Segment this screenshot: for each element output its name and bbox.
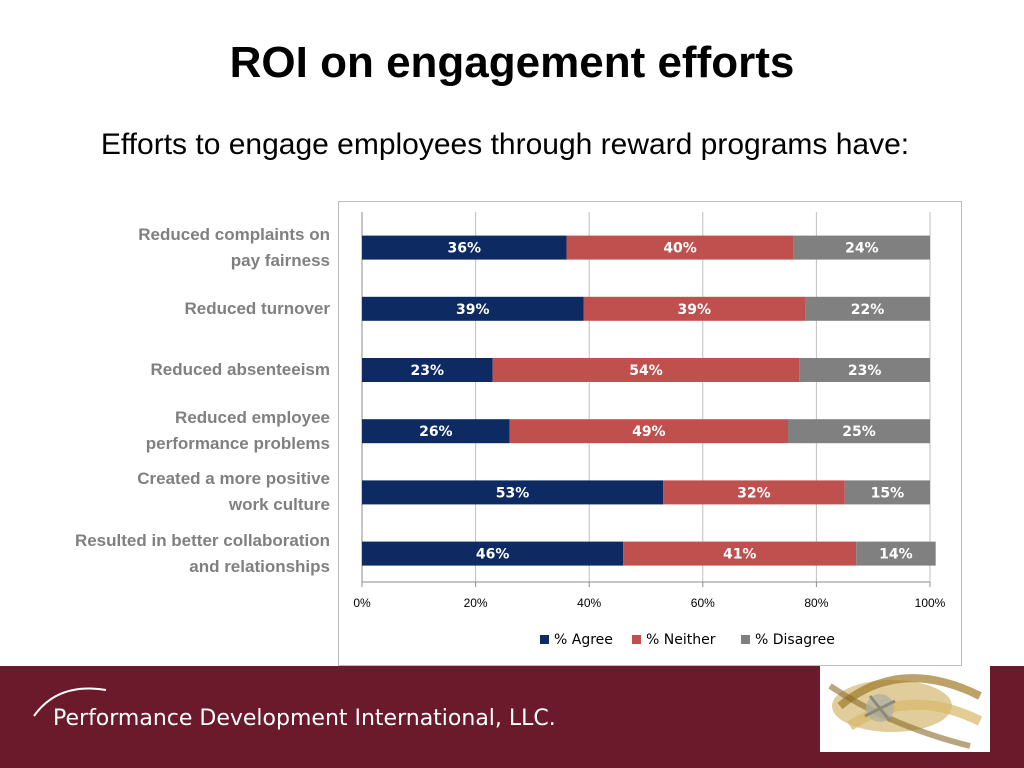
x-tick-label: 20%	[464, 596, 488, 610]
data-label: 14%	[879, 547, 913, 563]
slide-subtitle: Efforts to engage employees through rewa…	[100, 128, 910, 161]
x-tick-label: 40%	[577, 596, 601, 610]
bar-segment	[793, 235, 930, 260]
x-tick-label: 100%	[915, 596, 946, 610]
bar-segment	[362, 296, 584, 321]
legend-swatch	[741, 635, 750, 644]
category-label: Reduced complaints on pay fairness	[0, 222, 330, 274]
bar-segment	[844, 480, 930, 505]
bar-segment	[362, 541, 624, 566]
bar-segment	[362, 480, 664, 505]
x-tick-label: 80%	[804, 596, 828, 610]
bar-segment	[799, 358, 930, 382]
bar-segment	[788, 419, 930, 444]
stacked-bar-chart: 0% 20% 40% 60% 80% 100% 36% 40% 24% 39% 39% 22% 23% 5…	[353, 212, 946, 648]
legend-label: % Disagree	[755, 632, 835, 648]
category-label-line: Reduced turnover	[184, 298, 330, 318]
data-label: 23%	[411, 363, 445, 379]
bar-segment	[583, 296, 806, 321]
legend-swatch	[540, 635, 549, 644]
data-label: 53%	[496, 485, 530, 501]
bar-segment	[492, 358, 800, 382]
data-label: 46%	[476, 547, 510, 563]
bar-segment	[566, 235, 794, 260]
bar-segment	[362, 419, 510, 444]
category-label: Created a more positive work culture	[0, 466, 330, 518]
category-label-line: Reduced complaints on	[138, 224, 330, 244]
bar-segment	[509, 419, 788, 444]
data-label: 39%	[456, 302, 490, 318]
data-label: 15%	[871, 485, 905, 501]
category-label-line: pay fairness	[230, 250, 330, 270]
data-label: 32%	[737, 485, 771, 501]
company-emblem-image	[820, 666, 990, 752]
category-label: Reduced turnover	[0, 296, 330, 322]
category-label-line: Reduced absenteeism	[150, 360, 330, 379]
data-label: 40%	[663, 241, 697, 257]
chart-frame: 0% 20% 40% 60% 80% 100% 36% 40% 24% 39% 39% 22% 23% 5…	[338, 201, 962, 666]
bar-segment	[362, 235, 567, 260]
legend-swatch	[632, 635, 641, 644]
category-label-line: performance problems	[145, 434, 330, 454]
bar-segment	[856, 541, 936, 566]
data-label: 54%	[629, 363, 663, 379]
data-label: 36%	[447, 241, 481, 257]
category-label-line: Created a more positive	[137, 469, 330, 489]
bar-segment	[805, 296, 930, 321]
data-label: 26%	[419, 424, 453, 440]
data-label: 41%	[723, 547, 757, 563]
category-label: Resulted in better collaboration and rela…	[0, 528, 330, 580]
swoosh-logo-icon	[33, 687, 107, 717]
category-label-line: work culture	[228, 495, 330, 515]
bar-segment	[663, 480, 845, 505]
category-label: Reduced employee performance problems	[0, 405, 330, 457]
bar-segment	[623, 541, 857, 566]
x-tick-label: 0%	[353, 596, 371, 610]
category-label-line: Resulted in better collaboration	[74, 530, 330, 550]
data-label: 25%	[842, 424, 876, 440]
data-label: 39%	[678, 302, 712, 318]
company-name: Performance Development International, L…	[53, 706, 556, 731]
category-label: Reduced absenteeism	[0, 357, 330, 383]
footer-band: Performance Development International, L…	[0, 666, 1024, 768]
slide-title: ROI on engagement efforts	[229, 38, 795, 87]
data-label: 23%	[848, 363, 882, 379]
category-label-line: and relationships	[189, 556, 330, 576]
bar-segment	[362, 358, 493, 382]
category-label-line: Reduced employee	[175, 408, 330, 428]
data-label: 24%	[845, 241, 879, 257]
legend-label: % Neither	[646, 632, 716, 648]
data-label: 22%	[851, 302, 885, 318]
data-label: 49%	[632, 424, 666, 440]
legend-label: % Agree	[554, 632, 613, 648]
x-tick-label: 60%	[691, 596, 715, 610]
